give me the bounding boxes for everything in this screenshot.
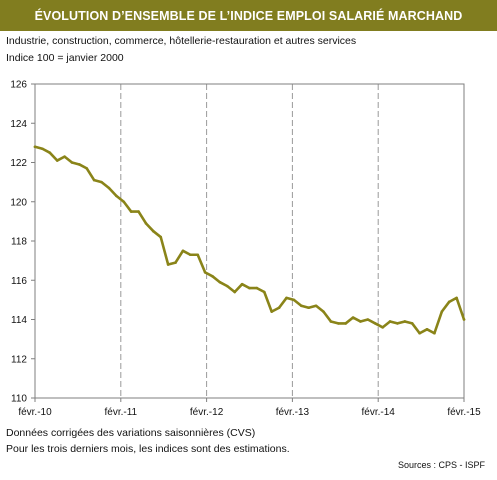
data-point	[255, 286, 259, 290]
line-chart: 110 112 114 116 118 120 122 124 126 févr.-10 févr.…	[10, 80, 481, 419]
grid-layer	[120, 84, 379, 398]
data-point	[33, 145, 37, 149]
data-point	[277, 306, 281, 310]
y-tick-label: 126	[10, 80, 27, 91]
data-point	[144, 222, 148, 225]
data-point	[166, 263, 170, 266]
data-point	[196, 253, 200, 257]
data-point	[425, 328, 429, 331]
data-point	[226, 284, 229, 288]
data-point	[78, 163, 81, 166]
data-point	[248, 286, 251, 290]
y-tick-label: 114	[11, 315, 27, 326]
x-tick-label: févr.-10	[18, 407, 52, 418]
data-point	[462, 318, 466, 321]
data-point	[322, 310, 325, 313]
data-point	[433, 331, 436, 335]
data-point	[270, 310, 273, 313]
x-tick-label: févr.-13	[276, 407, 310, 418]
y-tick-label: 120	[10, 197, 27, 208]
note-cvs: Données corrigées des variations saisonn…	[6, 427, 256, 439]
data-point	[211, 275, 214, 278]
chart-index-base: Indice 100 = janvier 2000	[6, 52, 124, 64]
series-layer	[33, 145, 466, 335]
data-point	[418, 331, 421, 335]
data-point	[107, 186, 111, 190]
data-point	[329, 320, 333, 323]
data-point	[410, 322, 414, 325]
x-tick-label: févr.-11	[104, 407, 137, 418]
y-tick-label: 112	[11, 354, 27, 365]
data-point	[447, 300, 451, 304]
data-point	[203, 271, 207, 274]
data-point	[63, 155, 66, 158]
data-point	[455, 296, 458, 300]
x-tick-label: févr.-14	[362, 407, 396, 418]
data-point	[70, 161, 74, 164]
data-point	[388, 320, 392, 323]
data-point	[181, 249, 185, 253]
data-point	[218, 280, 222, 284]
data-point	[122, 200, 126, 204]
data-point	[174, 261, 177, 264]
chart-subtitle: Industrie, construction, commerce, hôtel…	[6, 35, 357, 47]
x-tick-label: févr.-15	[447, 407, 481, 418]
chart-title: ÉVOLUTION D’ENSEMBLE DE L’INDICE EMPLOI …	[34, 8, 463, 23]
data-point	[359, 320, 362, 323]
data-point	[344, 322, 347, 325]
data-point	[48, 151, 52, 154]
axis-layer	[31, 83, 465, 402]
y-tick-label: 118	[11, 237, 27, 248]
plot-frame	[34, 83, 465, 399]
data-point	[233, 290, 237, 294]
data-point	[240, 282, 244, 286]
data-point	[55, 159, 59, 162]
y-tick-label: 124	[10, 119, 27, 130]
data-point	[403, 320, 407, 323]
data-point	[189, 253, 192, 257]
data-point	[351, 316, 355, 319]
note-estimates: Pour les trois derniers mois, les indice…	[6, 443, 290, 455]
data-point	[159, 235, 163, 239]
y-tick-label: 122	[10, 158, 27, 169]
data-point	[336, 322, 340, 325]
data-point	[381, 326, 384, 329]
data-point	[366, 318, 370, 321]
data-point	[152, 229, 155, 233]
data-point	[100, 180, 103, 184]
data-point	[92, 178, 96, 182]
x-tick-label: févr.-12	[190, 407, 224, 418]
data-point	[85, 167, 89, 170]
data-point	[115, 194, 118, 198]
data-point	[440, 310, 444, 313]
data-point	[307, 306, 310, 310]
label-layer: 110 112 114 116 118 120 122 124 126 févr.-10 févr.…	[10, 80, 481, 419]
data-point	[41, 147, 44, 151]
y-tick-label: 110	[11, 394, 27, 405]
data-point	[299, 304, 303, 308]
data-point	[129, 210, 133, 213]
data-point	[396, 322, 399, 325]
y-tick-label: 116	[11, 276, 27, 287]
data-point	[314, 304, 318, 308]
data-point	[262, 290, 266, 294]
data-point	[373, 322, 377, 325]
data-point	[137, 210, 140, 213]
source-credit: Sources : CPS - ISPF	[397, 460, 485, 470]
series-line-indice-emploi	[33, 145, 466, 335]
chart-title-bar: ÉVOLUTION D’ENSEMBLE DE L’INDICE EMPLOI …	[0, 0, 497, 31]
data-point	[292, 298, 296, 302]
data-point	[285, 296, 288, 300]
